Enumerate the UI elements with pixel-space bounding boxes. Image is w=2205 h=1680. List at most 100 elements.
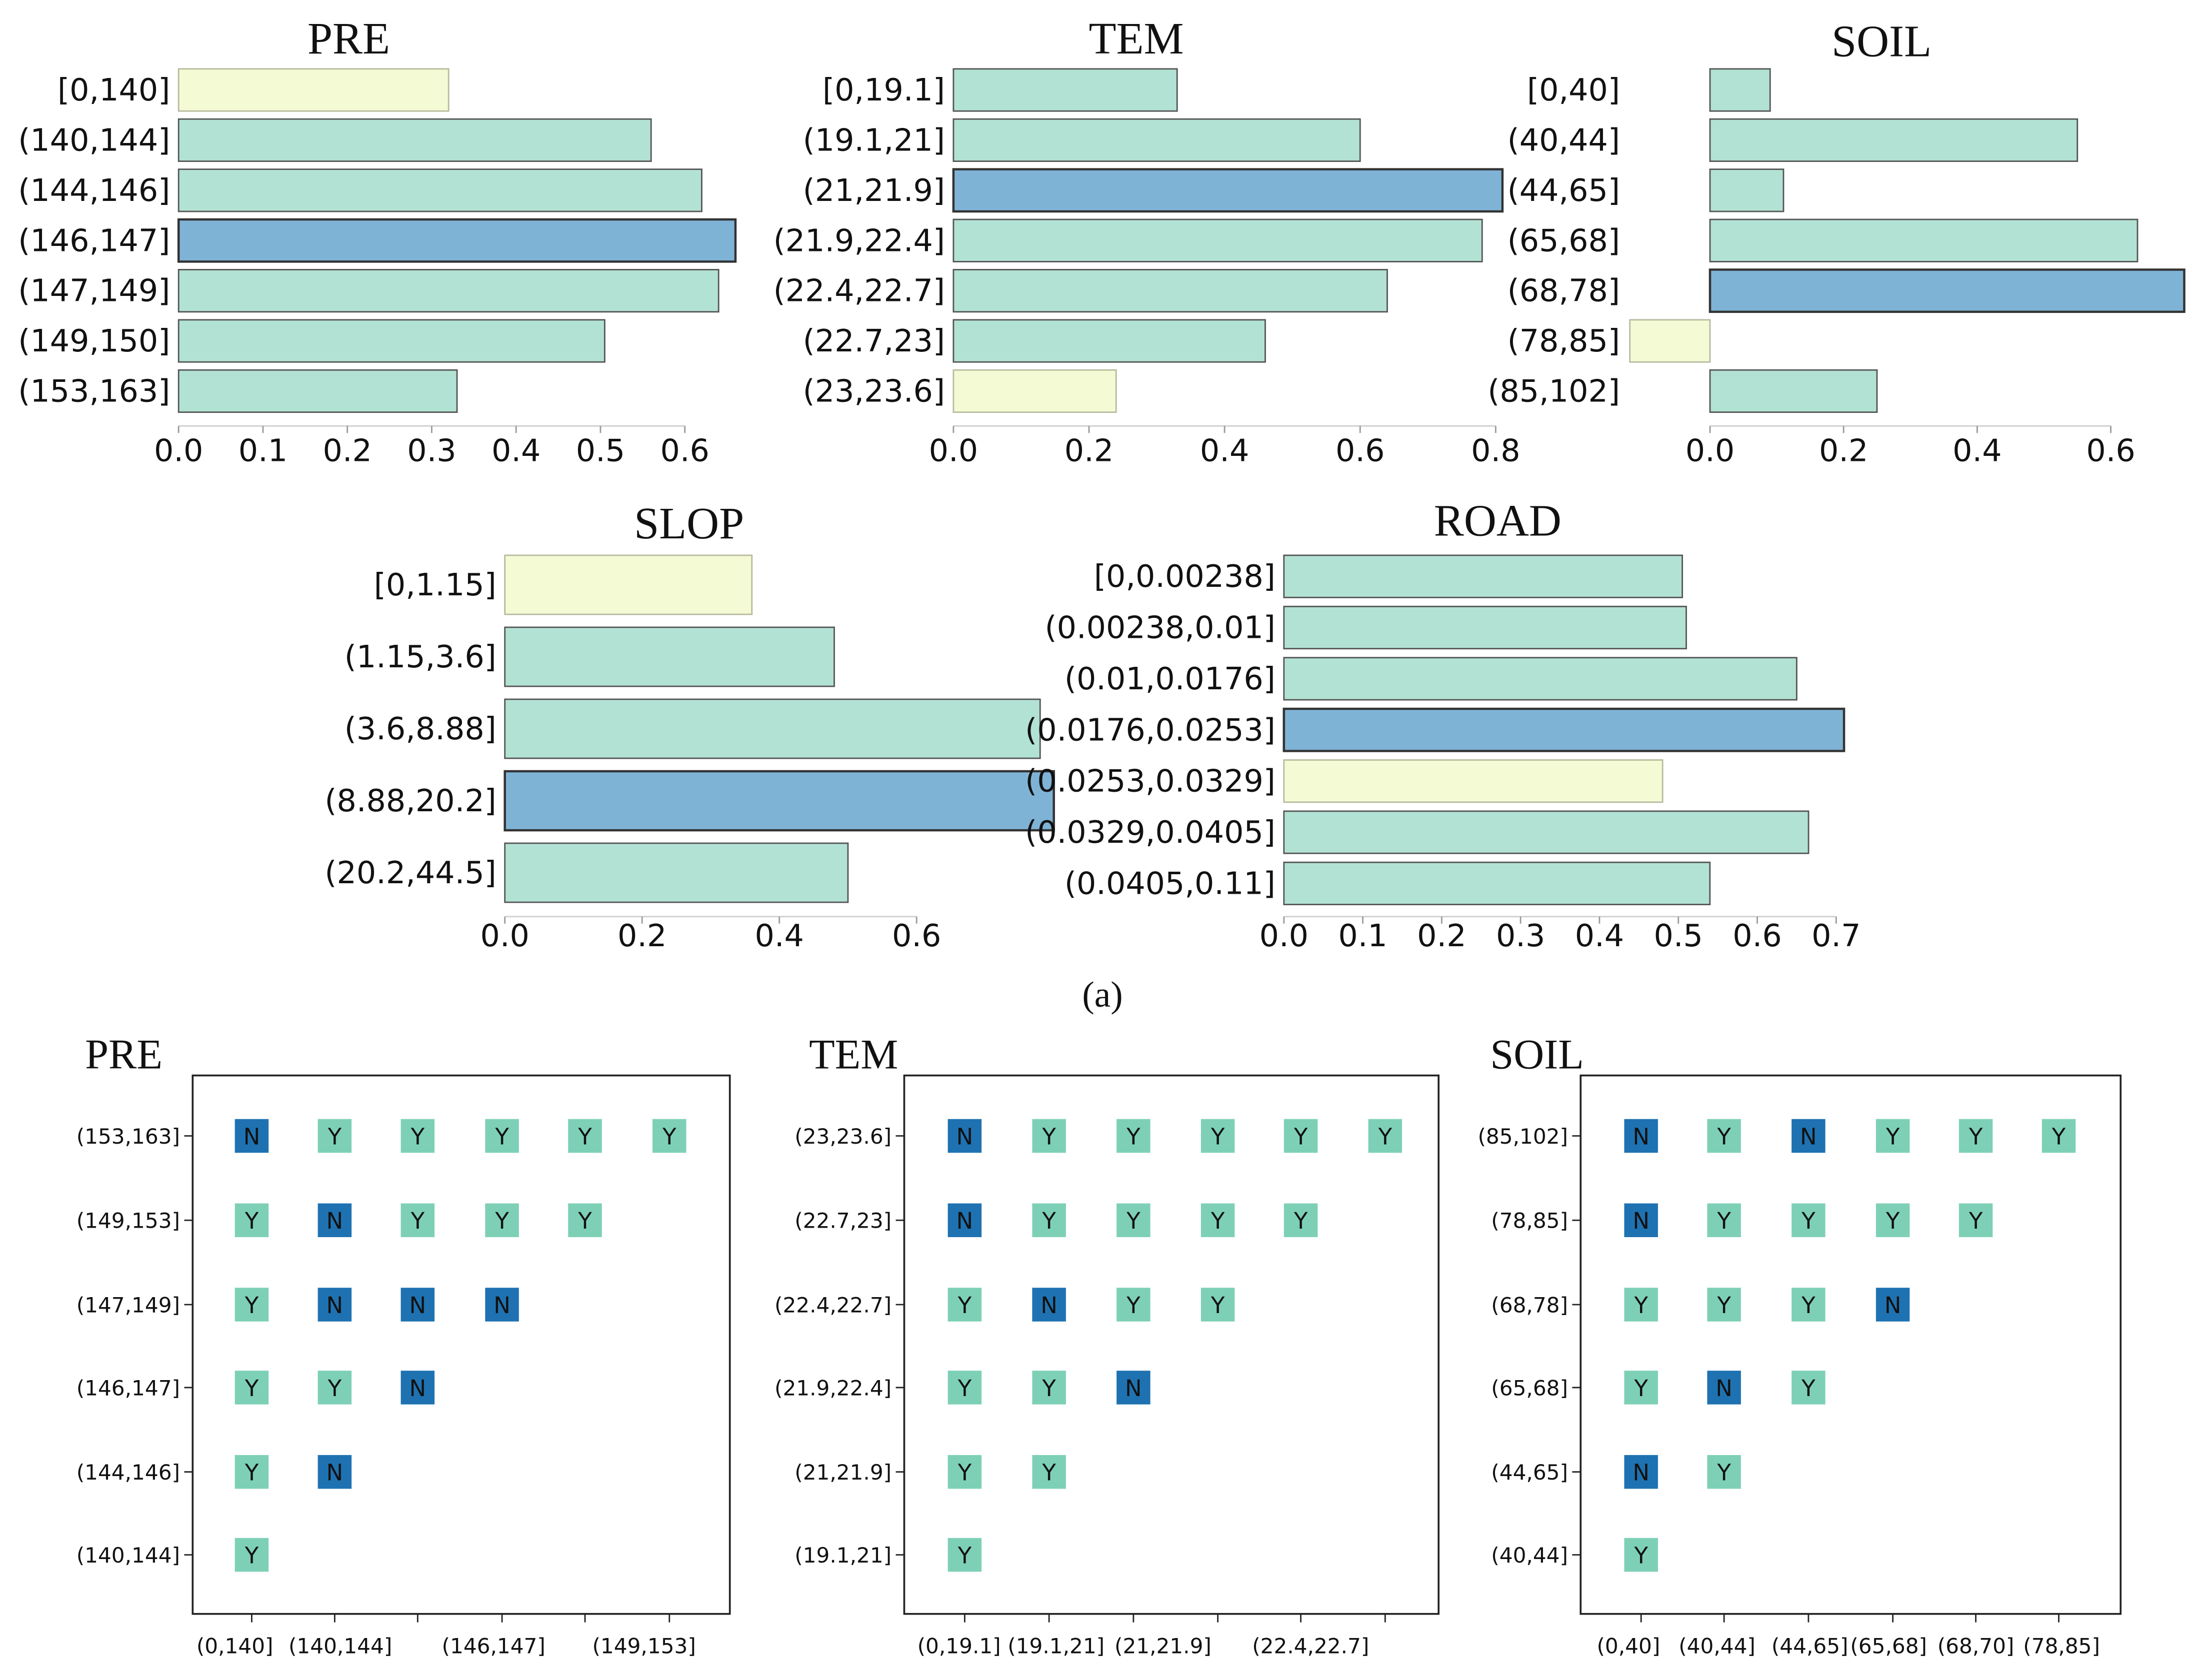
cell-label: Y (1042, 1208, 1056, 1234)
cell-y (234, 1203, 269, 1237)
cell-label: N (1632, 1208, 1650, 1234)
cell-y (652, 1119, 686, 1153)
bar (952, 168, 1504, 213)
x-tick-label: (19.1,21] (1008, 1634, 1104, 1659)
cell-label: N (1632, 1123, 1650, 1150)
x-tick-label: 0.6 (1336, 433, 1384, 469)
cell-label: Y (1801, 1375, 1816, 1402)
category-label: (8.88,20.2] (324, 783, 496, 819)
cell-n (1624, 1203, 1658, 1237)
cell-y (1200, 1119, 1235, 1153)
cell-label: Y (244, 1208, 259, 1234)
matrix-tem: TEM (23,23.6] N Y Y Y Y Y (22.7,23] N Y Y Y Y (22.4,22… (774, 1032, 1440, 1659)
cell-y (234, 1371, 269, 1405)
x-tick-label: 0.4 (1200, 433, 1249, 469)
chart-title: SOIL (1832, 17, 1932, 66)
cell-n (948, 1203, 982, 1237)
cell-label: Y (1210, 1208, 1225, 1234)
cell-label: Y (1886, 1123, 1900, 1150)
bar (952, 319, 1266, 363)
bar (952, 218, 1483, 262)
row-label: (21,21.9] (794, 1460, 892, 1485)
row-label: (23,23.6] (794, 1124, 892, 1149)
category-label: (22.4,22.7] (774, 273, 945, 309)
cell-label: Y (1968, 1123, 1983, 1150)
bar (178, 269, 720, 313)
cell-label: Y (958, 1375, 972, 1402)
cell-label: Y (328, 1123, 342, 1150)
cell-y (1876, 1119, 1910, 1153)
category-label: [0,140] (58, 72, 170, 108)
bar-chart-soil: SOIL 0.0 0.2 0.4 0.6 [0,40] (40,44] (44,65] (65,… (1488, 17, 2186, 469)
x-tick-label: 0.0 (154, 433, 203, 469)
x-tick-label: 0.3 (407, 433, 456, 469)
cell-label: Y (1634, 1292, 1648, 1319)
category-label: (0.0329,0.0405] (1025, 814, 1276, 850)
x-tick-label: 0.4 (754, 918, 804, 954)
x-tick-label: 0.6 (892, 918, 941, 954)
cell-label: N (326, 1292, 344, 1319)
x-tick-label: (0,19.1] (918, 1634, 1001, 1659)
cell-label: Y (1634, 1375, 1648, 1402)
cell-y (948, 1455, 982, 1489)
x-tick-label: 0.5 (576, 433, 625, 469)
cell-n (1032, 1288, 1066, 1322)
cell-label: Y (958, 1543, 972, 1569)
matrix-frame (1580, 1074, 2122, 1615)
bar (504, 554, 753, 615)
chart-title: PRE (308, 14, 390, 63)
cell-y (948, 1538, 982, 1572)
row-label: (22.7,23] (794, 1209, 892, 1233)
x-tick-label: 0.6 (660, 433, 709, 469)
category-label: (0.0405,0.11] (1064, 865, 1276, 901)
cell-label: N (1884, 1292, 1902, 1319)
x-tick-label: 0.6 (2086, 433, 2135, 469)
cell-label: N (1125, 1375, 1142, 1402)
cell-label: Y (1126, 1292, 1140, 1319)
cell-label: Y (410, 1123, 425, 1150)
cell-label: N (409, 1292, 426, 1319)
cell-label: Y (1294, 1208, 1308, 1234)
cell-y (1707, 1203, 1741, 1237)
cell-n (234, 1119, 269, 1153)
category-label: (21,21.9] (803, 172, 945, 208)
cell-y (1958, 1119, 1993, 1153)
x-tick-label: (0,40] (1596, 1634, 1660, 1659)
cell-label: Y (1801, 1292, 1816, 1319)
cell-n (1876, 1288, 1910, 1322)
cell-y (1624, 1288, 1658, 1322)
cell-y (1792, 1203, 1826, 1237)
category-label: (0.0176,0.0253] (1025, 712, 1276, 748)
cell-y (1284, 1119, 1318, 1153)
matrix-title: TEM (809, 1032, 898, 1078)
x-tick-label: 0.8 (1471, 433, 1520, 469)
cell-label: Y (1042, 1460, 1056, 1486)
x-tick-label: (40,44] (1678, 1634, 1756, 1659)
cell-label: Y (662, 1123, 676, 1150)
category-label: (0.0253,0.0329] (1025, 763, 1276, 799)
cell-n (1116, 1371, 1150, 1405)
chart-title: ROAD (1434, 496, 1562, 546)
category-label: (0.01,0.0176] (1064, 661, 1276, 697)
x-tick-label: (21,21.9] (1114, 1634, 1212, 1659)
matrix-frame (192, 1074, 731, 1615)
cell-n (318, 1455, 352, 1489)
bar (1709, 118, 2078, 162)
cell-y (318, 1371, 352, 1405)
cell-y (1200, 1288, 1235, 1322)
cell-n (318, 1203, 352, 1237)
x-tick-label: 0.0 (1686, 433, 1734, 469)
x-tick-label: 0.2 (1417, 918, 1466, 954)
x-tick-label: 0.7 (1812, 918, 1860, 954)
cell-label: Y (244, 1292, 259, 1319)
category-label: (44,65] (1508, 172, 1620, 208)
cell-label: N (1716, 1375, 1732, 1402)
cell-y (1958, 1203, 1993, 1237)
cell-label: Y (1042, 1123, 1056, 1150)
category-label: (21.9,22.4] (774, 222, 945, 258)
cell-label: Y (1042, 1375, 1056, 1402)
cell-label: N (326, 1208, 344, 1234)
cell-label: Y (958, 1292, 972, 1319)
category-label: (78,85] (1508, 323, 1620, 359)
